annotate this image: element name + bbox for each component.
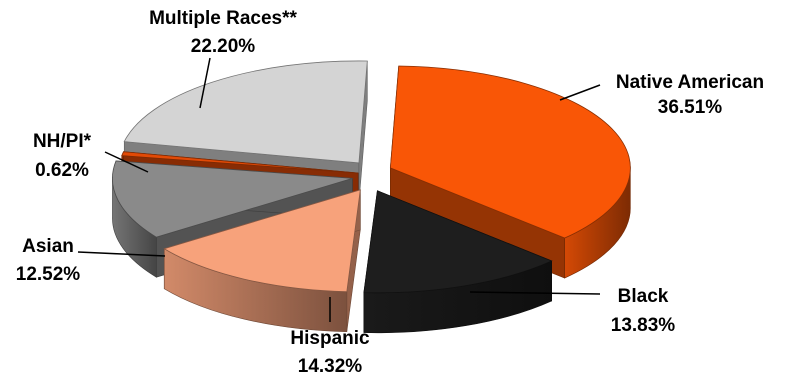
slice-value-nh-pi: 0.62% [35,160,89,181]
slice-value-black: 13.83% [611,315,676,336]
leader-line-asian [77,251,166,257]
slice-label-hispanic: Hispanic [290,328,370,349]
pie-slice-top-nh-pi [121,151,359,174]
slice-value-asian: 12.52% [16,264,81,285]
leader-line-nh-pi [104,151,149,173]
pie-slice-top-asian [112,160,353,238]
slice-label-nh-pi: NH/PI* [33,131,92,152]
pie-slice-hispanic [163,189,361,333]
pie-slice-top-black [363,190,553,294]
slice-label-native-american: Native American [616,72,764,93]
slice-label-black: Black [618,286,669,307]
leader-line-native-american [559,84,601,101]
slice-value-multiple-races: 22.20% [191,36,256,57]
slice-value-hispanic: 14.32% [298,356,363,377]
pie-slice-top-native-american [389,65,631,239]
pie-slice-top-multiple-races [123,60,368,164]
slice-label-multiple-races: Multiple Races** [149,8,297,29]
leader-line-black [469,291,601,295]
pie-slice-top-hispanic [163,189,361,293]
pie-slice-black [363,190,553,334]
leader-line-multiple-races [199,57,211,109]
slice-value-native-american: 36.51% [658,97,723,118]
slice-label-asian: Asian [22,236,74,257]
